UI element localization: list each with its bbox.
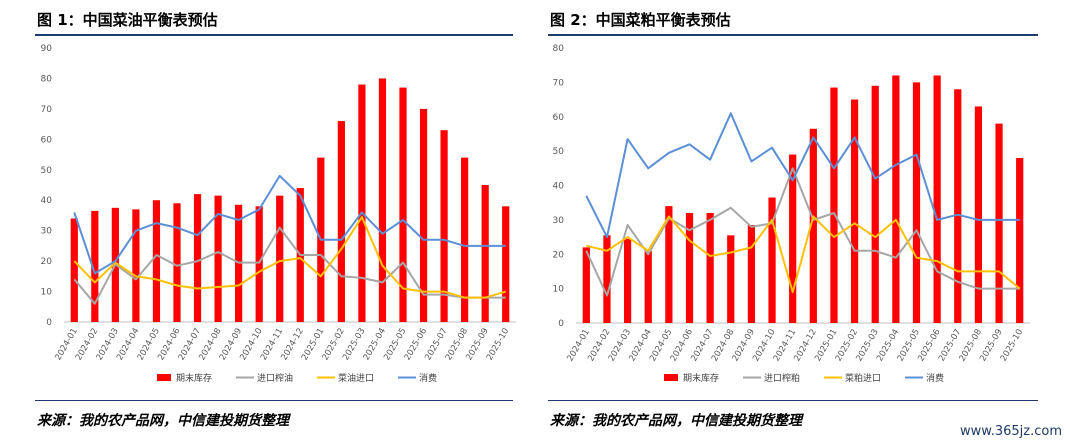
bar-ending-stock	[727, 235, 735, 323]
y-tick-label: 40	[41, 196, 53, 206]
figure-1-title: 图 1：中国菜油平衡表预估	[37, 11, 218, 29]
legend-label: 消费	[926, 372, 944, 384]
bar-ending-stock	[706, 213, 714, 323]
y-tick-label: 70	[553, 78, 565, 88]
bar-ending-stock	[974, 106, 983, 323]
bar-ending-stock	[685, 213, 694, 323]
bar-ending-stock	[255, 206, 263, 322]
bar-ending-stock	[768, 197, 776, 323]
bar-ending-stock	[892, 75, 900, 323]
figure-2-bottom-rule	[548, 400, 1038, 401]
legend-swatch-bar	[664, 374, 678, 381]
legend-label: 期末库存	[176, 372, 212, 384]
bar-ending-stock	[461, 157, 469, 322]
figure-1-bottom-rule	[35, 400, 513, 401]
bar-ending-stock	[747, 225, 756, 323]
bar-ending-stock	[644, 250, 652, 323]
bar-ending-stock	[850, 99, 859, 323]
y-tick-label: 70	[41, 105, 53, 115]
y-tick-label: 20	[553, 250, 565, 260]
bar-ending-stock	[954, 89, 962, 323]
line-import-crush	[73, 226, 506, 305]
y-tick-label: 30	[41, 227, 53, 237]
bar-ending-stock	[91, 210, 99, 322]
line-import	[73, 216, 506, 299]
line-consumption	[585, 112, 1020, 239]
bar-ending-stock	[276, 195, 284, 322]
figure-2-source: 来源：我的农产品网，中信建投期货整理	[550, 413, 802, 429]
y-tick-label: 40	[553, 182, 565, 192]
bar-ending-stock	[440, 130, 448, 322]
y-tick-label: 0	[558, 319, 564, 329]
y-tick-label: 60	[41, 135, 53, 145]
legend-swatch-bar	[157, 374, 171, 381]
y-tick-label: 20	[41, 257, 53, 267]
bar-ending-stock	[995, 123, 1003, 323]
bar-ending-stock	[214, 195, 222, 322]
y-tick-label: 50	[41, 166, 53, 176]
bar-ending-stock	[173, 203, 181, 322]
figure-2-title: 图 2：中国菜粕平衡表预估	[550, 11, 731, 29]
bar-ending-stock	[830, 87, 838, 323]
bar-ending-stock	[789, 154, 797, 323]
figure-2-top-rule	[548, 34, 1038, 36]
bar-ending-stock	[582, 247, 590, 323]
line-import	[586, 215, 1021, 294]
bar-ending-stock	[419, 108, 428, 322]
bar-ending-stock	[502, 206, 510, 322]
bar-ending-stock	[871, 85, 879, 323]
bar-ending-stock	[481, 185, 489, 322]
y-tick-label: 80	[41, 74, 53, 84]
bar-ending-stock	[70, 218, 78, 322]
legend-label: 进口榨粕	[764, 372, 800, 384]
y-tick-label: 60	[553, 113, 565, 123]
bar-ending-stock	[152, 200, 161, 322]
bar-ending-stock	[623, 238, 632, 323]
legend-label: 进口榨油	[257, 372, 293, 384]
bar-ending-stock	[337, 121, 345, 322]
bar-ending-stock	[378, 78, 387, 322]
bar-ending-stock	[399, 87, 407, 322]
figure-1-top-rule	[35, 34, 513, 36]
bar-ending-stock	[912, 82, 921, 323]
bar-ending-stock	[1016, 158, 1024, 323]
line-consumption	[73, 174, 506, 275]
y-tick-label: 90	[41, 44, 53, 54]
legend-label: 菜油进口	[338, 372, 374, 384]
bar-ending-stock	[358, 84, 366, 323]
y-tick-label: 30	[553, 216, 565, 226]
bar-ending-stock	[809, 128, 817, 323]
legend-label: 菜粕进口	[845, 372, 881, 384]
bar-ending-stock	[665, 206, 673, 323]
y-tick-label: 10	[41, 288, 53, 298]
y-tick-label: 50	[553, 147, 565, 157]
bar-ending-stock	[933, 75, 941, 323]
figure-1-source: 来源：我的农产品网，中信建投期货整理	[37, 413, 289, 429]
line-import-crush	[585, 167, 1020, 297]
legend-label: 消费	[419, 372, 437, 384]
y-tick-label: 80	[553, 44, 565, 54]
legend-label: 期末库存	[683, 372, 719, 384]
bar-ending-stock	[132, 209, 140, 322]
y-tick-label: 0	[46, 318, 52, 328]
watermark: www.365jz.com	[960, 424, 1062, 439]
bar-ending-stock	[193, 194, 202, 322]
y-tick-label: 10	[553, 285, 565, 295]
bar-ending-stock	[603, 235, 611, 323]
